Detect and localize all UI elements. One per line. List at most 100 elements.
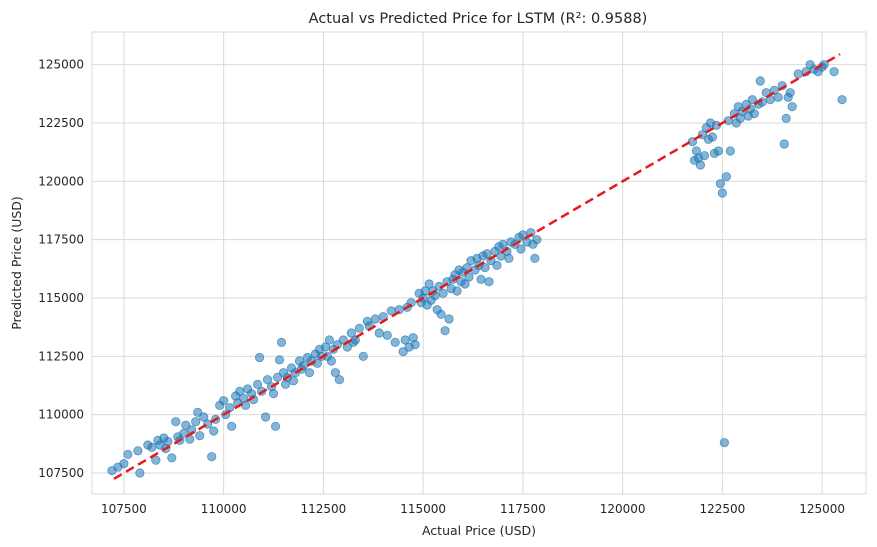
scatter-point [747, 95, 757, 105]
scatter-point [713, 146, 723, 156]
plot-frame [91, 31, 867, 495]
scatter-point [837, 95, 847, 105]
x-axis-label: Actual Price (USD) [422, 523, 536, 538]
y-tick-label: 107500 [38, 466, 84, 480]
scatter-point [793, 69, 803, 79]
scatter-point [270, 421, 281, 431]
y-tick-label: 125000 [38, 58, 84, 72]
x-tick-label: 115000 [400, 502, 446, 516]
scatter-point [330, 368, 340, 378]
y-tick-label: 120000 [38, 174, 84, 188]
scatter-point [715, 179, 725, 189]
scatter-point [769, 85, 779, 95]
scatter-point [516, 244, 526, 254]
grid [92, 32, 866, 494]
y-tick-label: 117500 [38, 233, 84, 247]
scatter-point [334, 375, 344, 385]
scatter-point [504, 253, 514, 263]
scatter-point [532, 235, 542, 245]
scatter-point [191, 417, 201, 427]
scatter-point [326, 356, 336, 366]
scatter-point [276, 337, 287, 347]
scatter-point [444, 314, 454, 324]
scatter-point [219, 396, 229, 406]
scatter-point [133, 446, 143, 456]
scatter-point [254, 352, 265, 363]
scatter-point [370, 314, 380, 324]
scatter-point [260, 412, 271, 422]
scatter-point [163, 436, 173, 447]
scatter-point [390, 337, 400, 347]
scatter-point [779, 139, 789, 149]
y-axis-ticks: 107500 110000 112500 115000 117500 120000 1225… [38, 58, 84, 480]
scatter-point [410, 340, 420, 350]
scatter-point [119, 459, 129, 469]
scatter-point [460, 279, 470, 289]
scatter-point [530, 253, 540, 263]
scatter-point [755, 76, 765, 86]
scatter-point [484, 277, 494, 287]
scatter-point [346, 328, 356, 338]
scatter-point [268, 389, 279, 399]
scatter-point [440, 326, 450, 336]
scatter-point [209, 426, 219, 436]
plot-border [91, 31, 867, 495]
scatter-point [195, 431, 205, 441]
scatter-point [167, 453, 177, 463]
scatter-point [695, 160, 706, 170]
y-tick-label: 122500 [38, 116, 84, 130]
scatter-point [707, 132, 717, 142]
scatter-point [207, 452, 217, 462]
scatter-point [304, 368, 315, 378]
scatter-point [476, 274, 486, 284]
scatter-point [398, 347, 408, 357]
scatter-point [199, 412, 209, 422]
scatter-point [424, 279, 434, 289]
scatter-point [781, 113, 791, 123]
scatter-point [227, 421, 237, 431]
scatter-point [358, 351, 368, 361]
x-tick-label: 122500 [699, 502, 745, 516]
y-axis-label: Predicted Price (USD) [9, 196, 24, 330]
scatter-point [829, 67, 839, 77]
scatter-point [725, 146, 735, 156]
chart-title: Actual vs Predicted Price for LSTM (R²: … [309, 11, 648, 27]
scatter-point [262, 375, 273, 385]
y-tick-label: 112500 [38, 349, 84, 363]
scatter-point [406, 298, 416, 308]
scatter-point [464, 272, 474, 282]
scatter-point [785, 88, 795, 98]
y-tick-label: 110000 [38, 408, 84, 422]
scatter-point [721, 172, 731, 182]
x-tick-label: 120000 [600, 502, 646, 516]
scatter-point [147, 442, 157, 452]
scatter-point [787, 102, 797, 112]
scatter-point [717, 188, 727, 198]
scatter-point [492, 260, 502, 270]
scatter-point [436, 309, 446, 319]
scatter-point [374, 328, 384, 338]
scatter-point [382, 330, 392, 340]
x-tick-label: 110000 [201, 502, 247, 516]
perfect-prediction-line [113, 53, 841, 480]
scatter-point [123, 449, 133, 459]
x-axis-ticks: 107500 110000 112500 115000 117500 120000 1225… [101, 502, 845, 516]
scatter-point [354, 323, 364, 333]
scatter-point [773, 92, 783, 102]
scatter-point [288, 376, 299, 386]
scatter-point [438, 288, 448, 298]
scatter-point [151, 455, 161, 465]
scatter-point [193, 407, 203, 417]
x-tick-label: 112500 [300, 502, 346, 516]
scatter-point [749, 109, 759, 119]
scatter-point [135, 468, 145, 478]
scatter-point [452, 286, 462, 296]
reference-line [113, 53, 841, 480]
x-tick-label: 125000 [799, 502, 845, 516]
scatter-point [699, 151, 710, 161]
scatter-point [252, 379, 263, 389]
scatter-point [241, 400, 251, 410]
x-tick-label: 107500 [101, 502, 147, 516]
